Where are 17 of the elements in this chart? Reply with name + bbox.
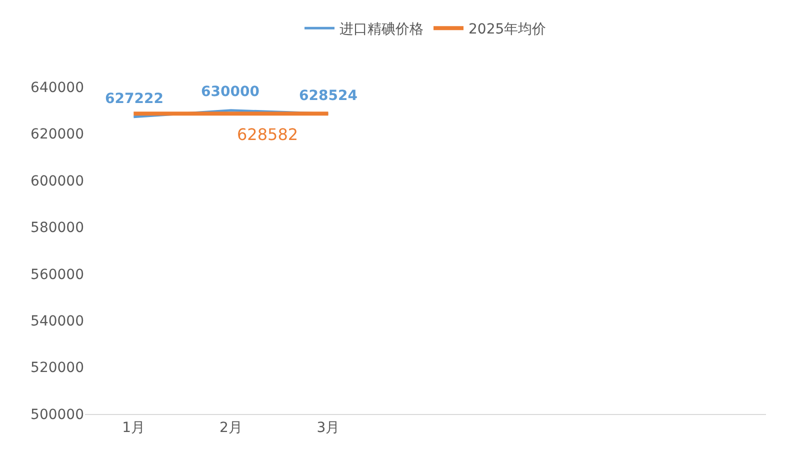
data-label: 627222 bbox=[105, 91, 164, 107]
y-tick-label: 560000 bbox=[30, 266, 84, 283]
legend-label: 进口精碘价格 bbox=[340, 22, 424, 38]
data-label: 628524 bbox=[299, 88, 358, 104]
y-tick-label: 640000 bbox=[30, 80, 84, 96]
y-tick-label: 540000 bbox=[30, 313, 84, 330]
data-label: 630000 bbox=[201, 84, 260, 100]
legend-label: 2025年均价 bbox=[468, 22, 546, 38]
x-tick-label: 1月 bbox=[122, 420, 146, 436]
y-tick-label: 520000 bbox=[30, 360, 84, 376]
x-tick-label: 2月 bbox=[219, 420, 242, 436]
data-label: 628582 bbox=[237, 125, 298, 144]
y-tick-label: 620000 bbox=[30, 126, 84, 143]
x-tick-label: 3月 bbox=[316, 420, 340, 436]
y-tick-label: 580000 bbox=[30, 220, 84, 236]
y-tick-label: 600000 bbox=[30, 173, 84, 190]
y-tick-label: 500000 bbox=[30, 406, 84, 423]
